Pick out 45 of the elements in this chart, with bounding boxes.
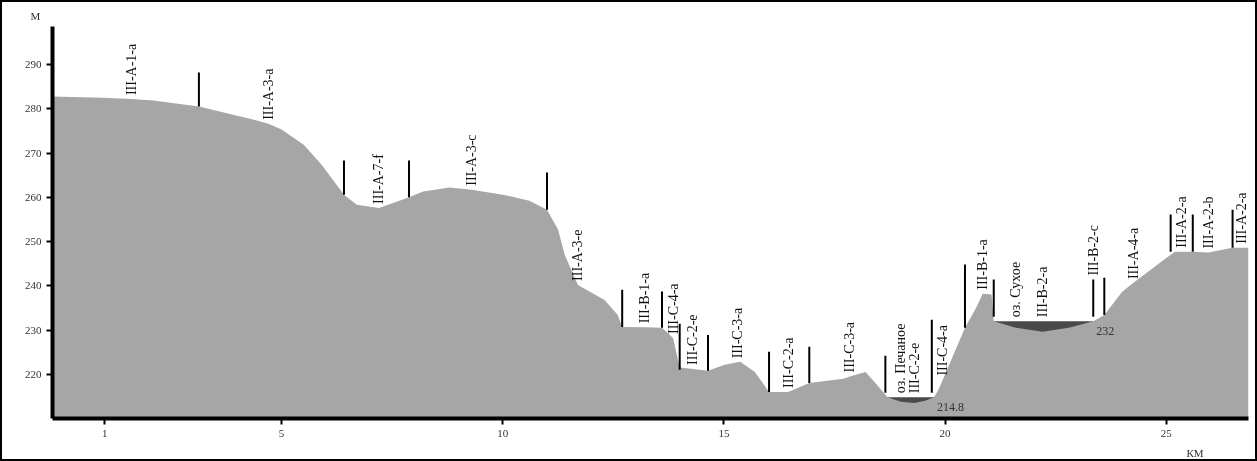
annotation: III-A-2-b [1200, 196, 1216, 249]
annotation: III-A-3-a [260, 67, 276, 120]
x-axis-title: КМ [1186, 446, 1204, 459]
annotation: III-A-2-a [1174, 195, 1190, 248]
annotation: III-C-4-a [665, 282, 681, 334]
annotation: III-B-2-a [1034, 265, 1050, 318]
annotation: III-B-2-c [1085, 225, 1101, 276]
annotation: III-C-4-a [935, 324, 951, 376]
annotation: III-C-3-a [729, 307, 745, 359]
annotation: III-A-7-f [371, 153, 387, 204]
x-tick-label: 5 [278, 426, 285, 439]
data-label: 232 [1096, 324, 1115, 339]
x-tick-label: 1 [101, 426, 108, 439]
bar [661, 291, 663, 328]
y-tick-label: 270 [25, 146, 42, 159]
x-tick-label: 25 [1160, 426, 1173, 439]
annotation: III-A-1-a [123, 42, 139, 96]
y-tick-label: 220 [25, 367, 42, 380]
y-axis-title: М [30, 9, 41, 22]
y-tick-label: 240 [25, 279, 42, 292]
y-tick-label: 290 [25, 58, 42, 71]
annotation: III-C-2-e [906, 342, 922, 394]
bar [707, 334, 709, 371]
bar [408, 160, 410, 198]
x-tick-label: 20 [939, 426, 952, 439]
annotation: III-C-3-a [842, 321, 858, 373]
x-tick-label: 10 [497, 426, 509, 439]
annotation: III-A-3-e [570, 229, 586, 281]
annotation: оз. Сухое [1008, 261, 1024, 318]
annotation: III-C-2-e [685, 314, 701, 365]
annotation: III-C-2-a [780, 336, 796, 388]
data-label: 214.8 [937, 400, 965, 415]
y-tick-label: 280 [25, 102, 42, 115]
y-tick-label: 230 [25, 323, 42, 336]
bar [546, 172, 548, 210]
annotation: III-A-3-c [464, 134, 480, 186]
annotation: III-A-4-a [1125, 227, 1141, 280]
y-tick-label: 260 [25, 190, 42, 203]
y-tick-label: 250 [25, 235, 42, 248]
annotation: III-B-1-a [636, 272, 652, 324]
x-tick-label: 15 [718, 426, 730, 439]
bar [1092, 279, 1095, 317]
annotation: III-B-1-a [975, 238, 991, 290]
annotation: III-A-2-a [1233, 191, 1249, 244]
annotation: оз. Печаное [893, 323, 909, 394]
